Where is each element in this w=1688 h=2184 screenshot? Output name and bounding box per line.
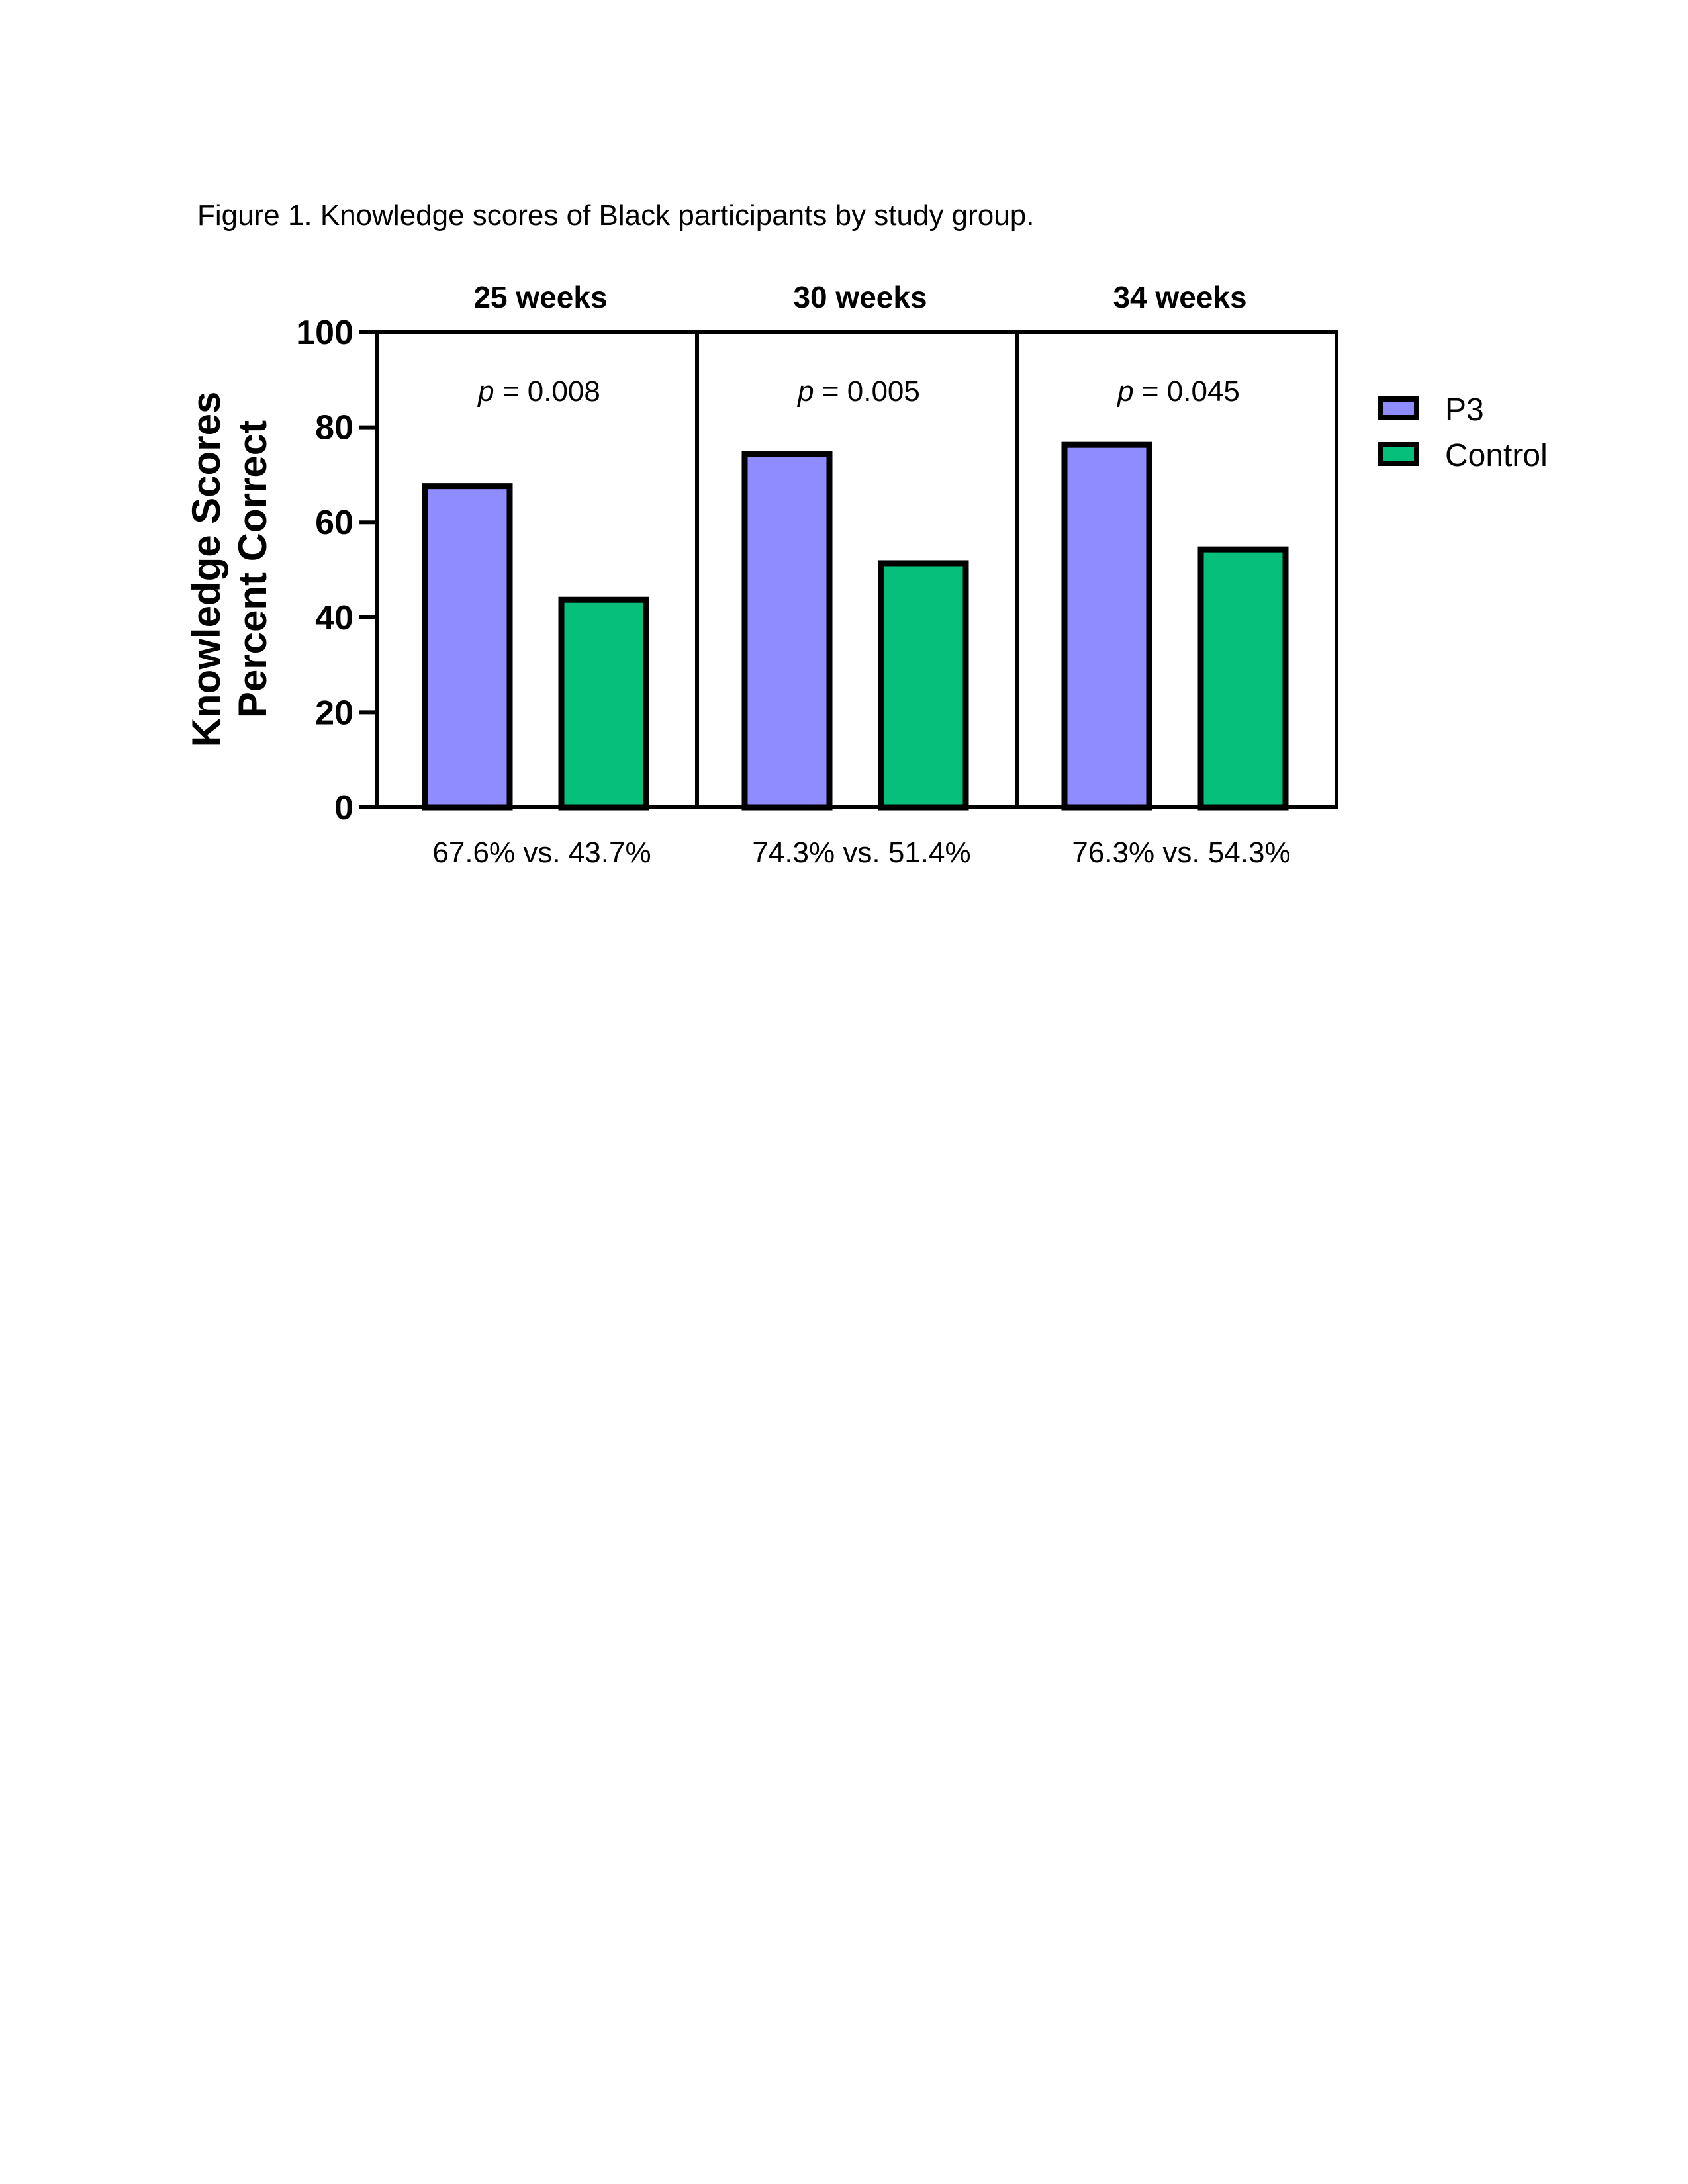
p-value-label-1: p = 0.008 (477, 375, 600, 408)
comparison-label-3: 76.3% vs. 54.3% (1072, 837, 1290, 869)
panel-title-2: 30 weeks (793, 280, 927, 314)
panel-title-3: 34 weeks (1113, 280, 1246, 314)
bar-control-3 (1197, 546, 1289, 811)
panel-title-1: 25 weeks (473, 280, 607, 314)
y-tick-label-60: 60 (315, 504, 353, 542)
y-tick-label-20: 20 (315, 694, 353, 732)
y-tick-label-80: 80 (315, 409, 353, 447)
bar-p3-2 (741, 451, 833, 811)
legend-swatch-p3 (1378, 396, 1419, 420)
bar-p3-3 (1061, 441, 1152, 811)
comparison-label-1: 67.6% vs. 43.7% (432, 837, 651, 869)
y-axis-label-line-2: Percent Correct (230, 420, 275, 718)
y-tick-label-100: 100 (296, 314, 353, 352)
bar-control-2 (878, 560, 969, 811)
comparison-label-2: 74.3% vs. 51.4% (752, 837, 970, 869)
panel-frame-3 (1015, 330, 1338, 809)
p-value-label-3: p = 0.045 (1116, 375, 1240, 408)
bar-p3-1 (422, 483, 513, 811)
y-tick-label-0: 0 (334, 789, 353, 827)
y-axis-label-line-1: Knowledge Scores (184, 392, 228, 747)
bar-control-1 (558, 596, 649, 811)
y-tick-label-40: 40 (315, 599, 353, 637)
legend-swatch-control (1378, 442, 1419, 466)
figure-caption: Figure 1. Knowledge scores of Black part… (197, 199, 1034, 232)
legend-label-control: Control (1445, 438, 1548, 473)
legend-label-p3: P3 (1445, 392, 1484, 428)
y-axis-label: Knowledge Scores Percent Correct (184, 392, 275, 747)
p-value-label-2: p = 0.005 (796, 375, 920, 408)
